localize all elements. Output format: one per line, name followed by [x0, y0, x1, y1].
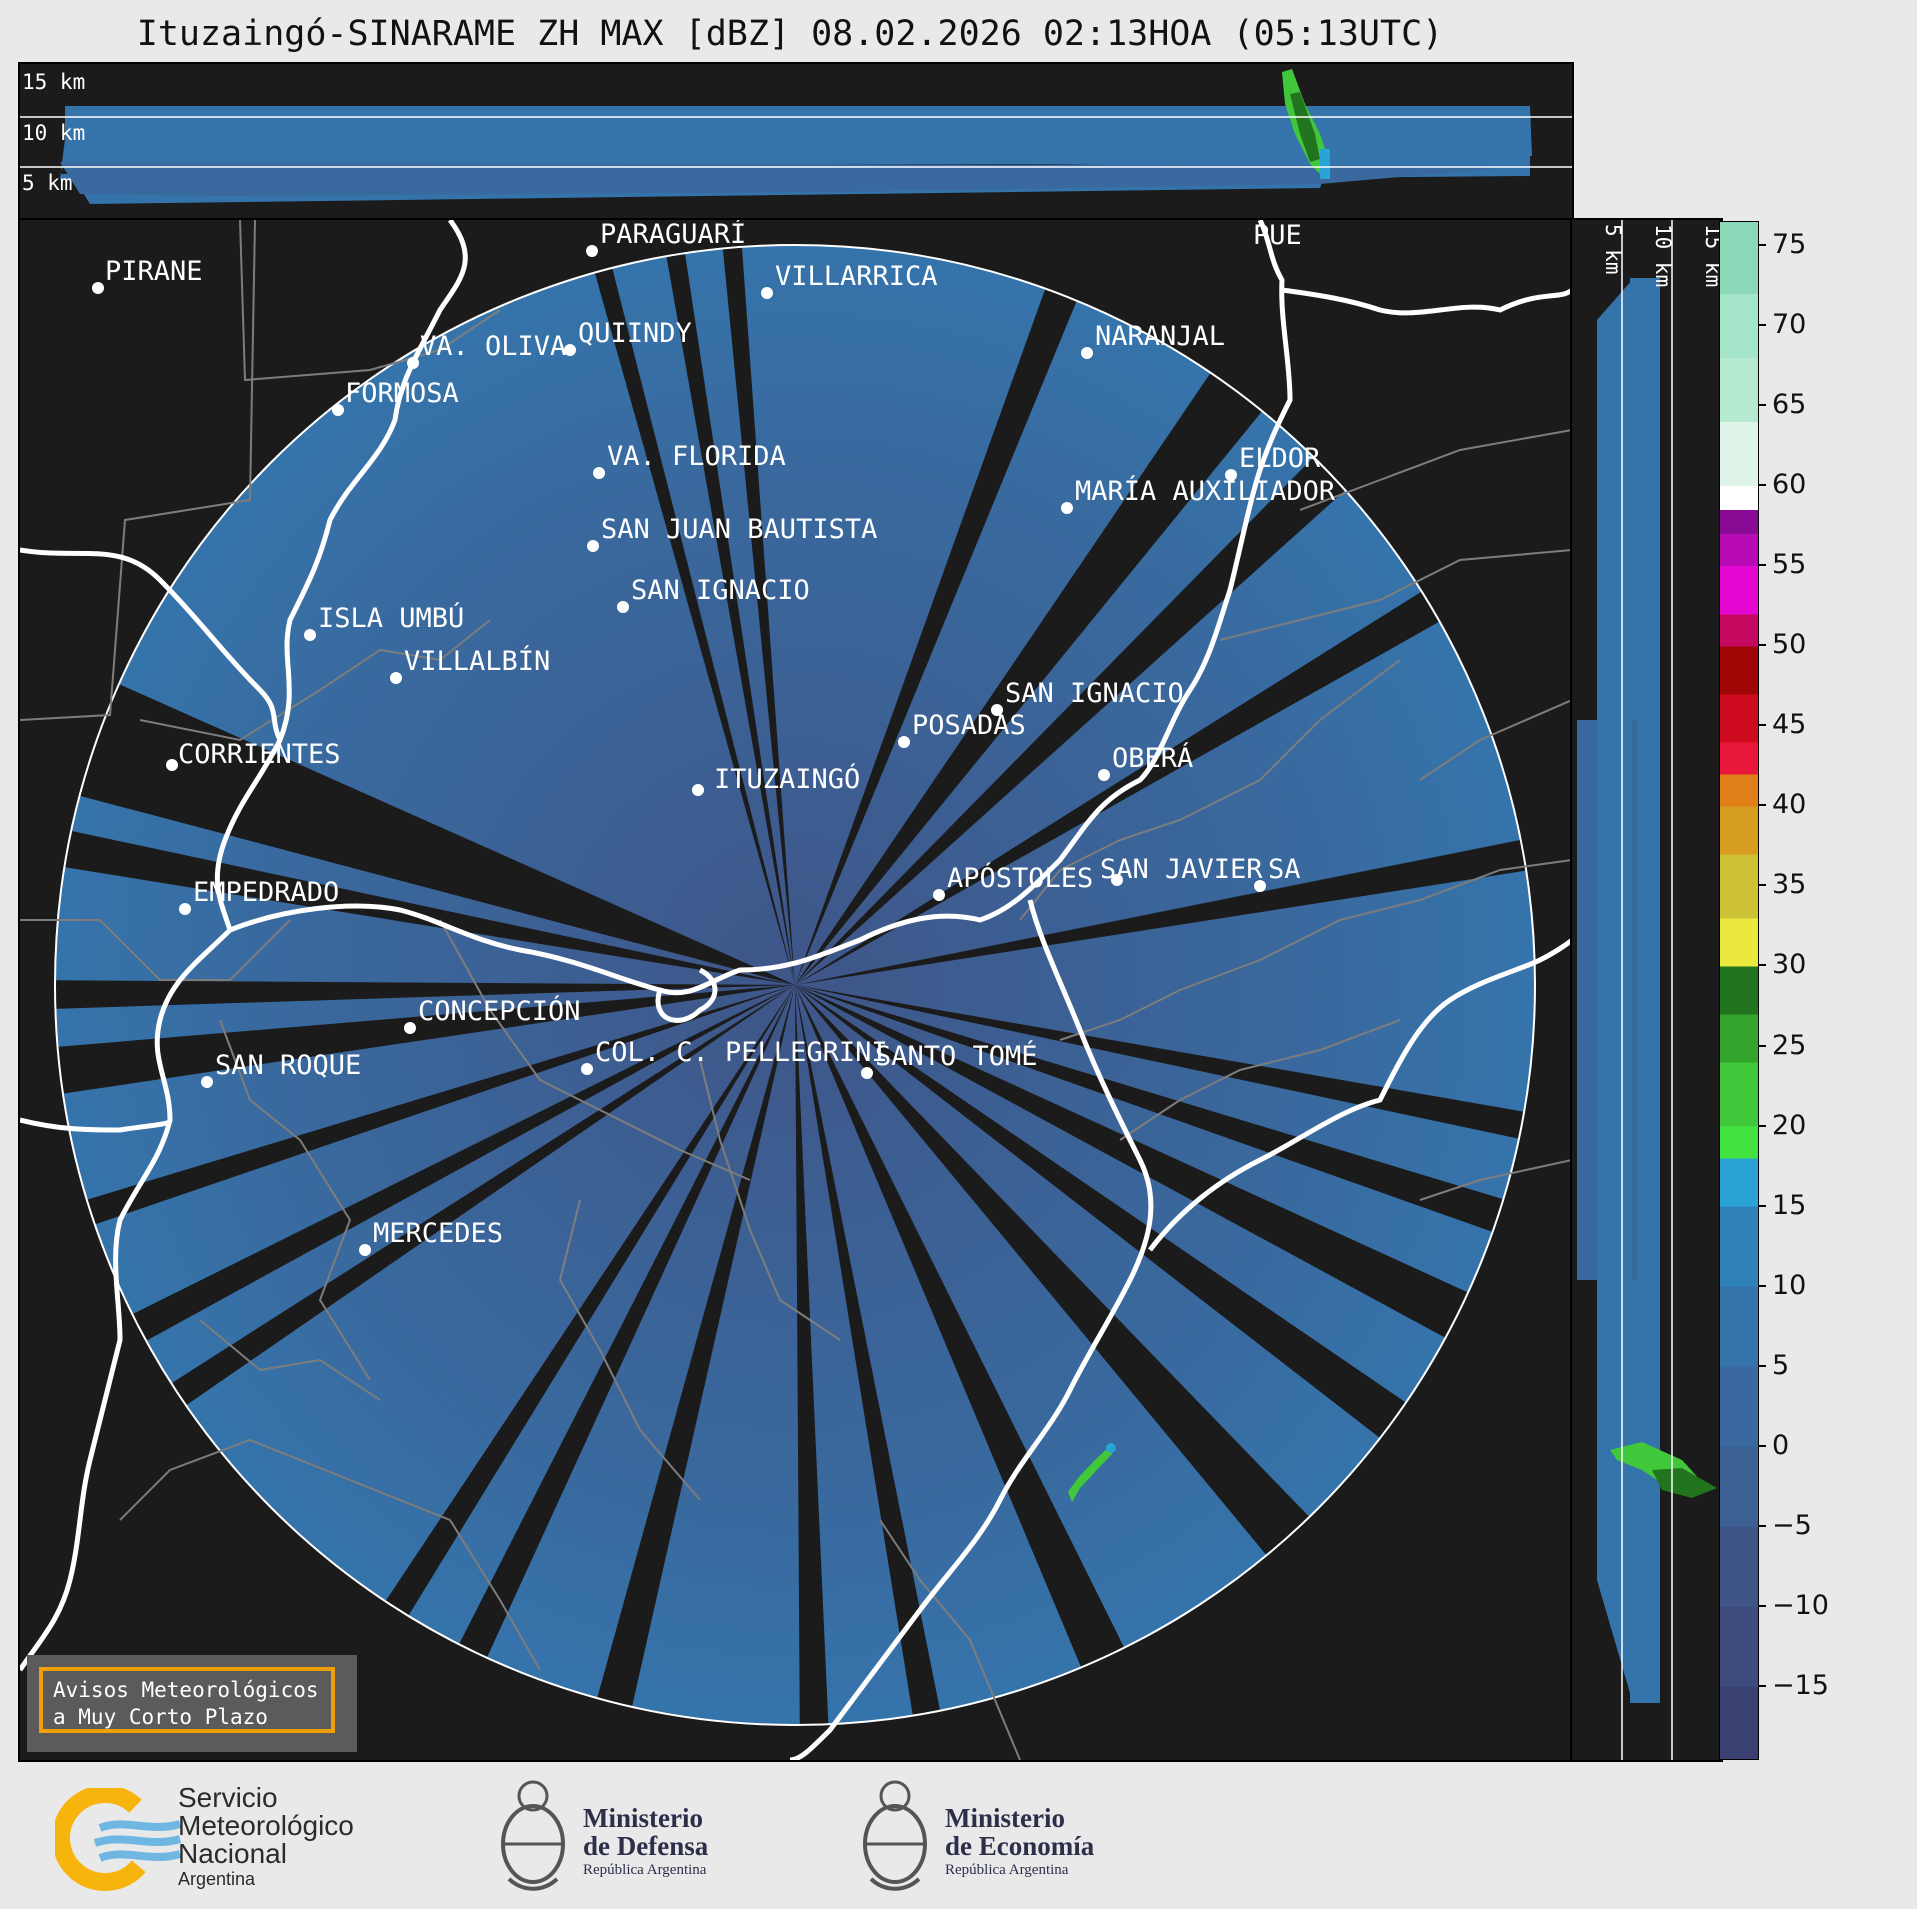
- radar-map-panel[interactable]: PIRANE PARAGUARÍ VILLARRICA QUIINDY VA. …: [18, 218, 1574, 1762]
- colorbar-tick-label: 50: [1772, 629, 1807, 661]
- colorbar-tick-label: 10: [1772, 1269, 1807, 1301]
- height-label-15km: 15 km: [1701, 224, 1721, 287]
- colorbar-tick-label: 15: [1772, 1189, 1807, 1221]
- place-label: OBERÁ: [1112, 742, 1193, 774]
- rivers-borders: [20, 220, 1572, 1760]
- colorbar-tick: [1758, 324, 1766, 327]
- place-label: PARAGUARÍ: [600, 220, 746, 250]
- colorbar-tick: [1758, 564, 1766, 567]
- place-label: NARANJAL: [1095, 321, 1225, 352]
- colorbar-tick-label: 35: [1772, 869, 1807, 901]
- colorbar-tick-label: 70: [1772, 309, 1807, 341]
- colorbar-tick: [1758, 1684, 1766, 1687]
- place-label: SANTO TOMÉ: [875, 1040, 1038, 1072]
- colorbar-tick-label: −10: [1772, 1589, 1829, 1621]
- echo-profile-right: [1577, 278, 1717, 1703]
- colorbar-tick-label: 55: [1772, 549, 1807, 581]
- defensa-logo-text: Ministerio de Defensa República Argentin…: [583, 1803, 709, 1878]
- height-label-5km: 5 km: [22, 171, 73, 195]
- place-labels: PIRANE PARAGUARÍ VILLARRICA QUIINDY VA. …: [105, 220, 1336, 1249]
- place-label: ISLA UMBÚ: [318, 602, 464, 634]
- reflectivity-field: [55, 245, 1535, 1725]
- top-cross-section-panel: 15 km 10 km 5 km: [18, 62, 1574, 222]
- place-label: SAN ROQUE: [215, 1050, 361, 1081]
- place-label: QUIINDY: [578, 318, 692, 349]
- colorbar-tick: [1758, 804, 1766, 807]
- colorbar-tick-label: −5: [1772, 1509, 1812, 1541]
- radar-center-label: ITUZAINGÓ: [714, 763, 860, 795]
- colorbar-tick-label: 60: [1772, 469, 1807, 501]
- colorbar-tick: [1758, 884, 1766, 887]
- place-label: VILLARRICA: [775, 261, 938, 292]
- colorbar-tick-label: −15: [1772, 1669, 1829, 1701]
- coat-of-arms-icon: [863, 1780, 927, 1891]
- colorbar-tick: [1758, 1444, 1766, 1447]
- height-label-10km: 10 km: [22, 121, 85, 145]
- echo-profile-top: [60, 69, 1532, 204]
- place-label: EMPEDRADO: [193, 877, 339, 908]
- colorbar-tick: [1758, 1604, 1766, 1607]
- colorbar-tick-label: 5: [1772, 1349, 1790, 1381]
- place-label: VILLALBÍN: [404, 645, 550, 677]
- colorbar-tick: [1758, 1044, 1766, 1047]
- place-label: VA. FLORIDA: [607, 441, 786, 472]
- place-label: CORRIENTES: [178, 739, 341, 770]
- colorbar-tick-label: 45: [1772, 709, 1807, 741]
- place-label: MERCEDES: [373, 1218, 503, 1249]
- colorbar-tick: [1758, 1524, 1766, 1527]
- colorbar-tick: [1758, 484, 1766, 487]
- colorbar-tick-label: 65: [1772, 389, 1807, 421]
- colorbar-tick-label: 25: [1772, 1029, 1807, 1061]
- colorbar-tick: [1758, 404, 1766, 407]
- place-label: PUE: [1253, 220, 1302, 251]
- colorbar-tick: [1758, 964, 1766, 967]
- place-label: SAN IGNACIO: [631, 575, 810, 606]
- place-label: SAN JAVIER: [1100, 854, 1263, 885]
- colorbar-tick: [1758, 1204, 1766, 1207]
- colorbar-tick-label: 20: [1772, 1109, 1807, 1141]
- colorbar-tick-label: 30: [1772, 949, 1807, 981]
- colorbar-tick-label: 0: [1772, 1429, 1790, 1461]
- place-label: COL. C. PELLEGRINI: [595, 1037, 888, 1068]
- place-label: MARÍA AUXILIADOR: [1075, 475, 1336, 507]
- economia-logo-text: Ministerio de Economía República Argenti…: [945, 1803, 1095, 1878]
- aviso-line-2: a Muy Corto Plazo: [53, 1705, 268, 1729]
- height-label-15km: 15 km: [22, 70, 85, 94]
- height-label-5km: 5 km: [1601, 224, 1625, 275]
- colorbar-tick: [1758, 724, 1766, 727]
- echo-cell-southeast: [1068, 1446, 1112, 1502]
- colorbar-tick: [1758, 1284, 1766, 1287]
- colorbar-tick: [1758, 1364, 1766, 1367]
- colorbar-tick-label: 40: [1772, 789, 1807, 821]
- aviso-panel: Avisos Meteorológicos a Muy Corto Plazo: [27, 1655, 357, 1752]
- place-label: APÓSTOLES: [947, 862, 1093, 894]
- place-label: SAN IGNACIO: [1005, 678, 1184, 709]
- place-label: POSADAS: [912, 710, 1026, 741]
- colorbar-tick-label: 75: [1772, 229, 1807, 261]
- coat-of-arms-icon: [501, 1780, 565, 1891]
- place-label: CONCEPCIÓN: [418, 995, 581, 1027]
- place-label: PIRANE: [105, 256, 203, 287]
- place-label: FORMOSA: [345, 378, 459, 409]
- place-label: ELDOR: [1239, 443, 1321, 474]
- range-ring: [54, 244, 1536, 1726]
- admin-boundaries: [20, 220, 1572, 1760]
- smn-logo-text: Servicio Meteorológico Nacional Argentin…: [178, 1782, 354, 1890]
- colorbar-tick: [1758, 644, 1766, 647]
- dbz-colorbar: [1719, 221, 1759, 1760]
- colorbar-tick: [1758, 244, 1766, 247]
- colorbar-tick: [1758, 1124, 1766, 1127]
- place-label: VA. OLIVA: [420, 331, 566, 362]
- right-cross-section-panel: 5 km 10 km 15 km: [1570, 218, 1725, 1762]
- footer-logos: Servicio Meteorológico Nacional Argentin…: [0, 1760, 1917, 1909]
- height-label-10km: 10 km: [1651, 224, 1675, 287]
- place-label: SAN JUAN BAUTISTA: [601, 514, 877, 545]
- aviso-box: Avisos Meteorológicos a Muy Corto Plazo: [39, 1667, 335, 1733]
- aviso-line-1: Avisos Meteorológicos: [53, 1678, 319, 1702]
- place-markers: [92, 245, 1266, 1256]
- place-label: SA: [1268, 854, 1301, 885]
- smn-logo-icon: [55, 1788, 182, 1891]
- radar-title: Ituzaingó-SINARAME ZH MAX [dBZ] 08.02.20…: [136, 14, 1444, 54]
